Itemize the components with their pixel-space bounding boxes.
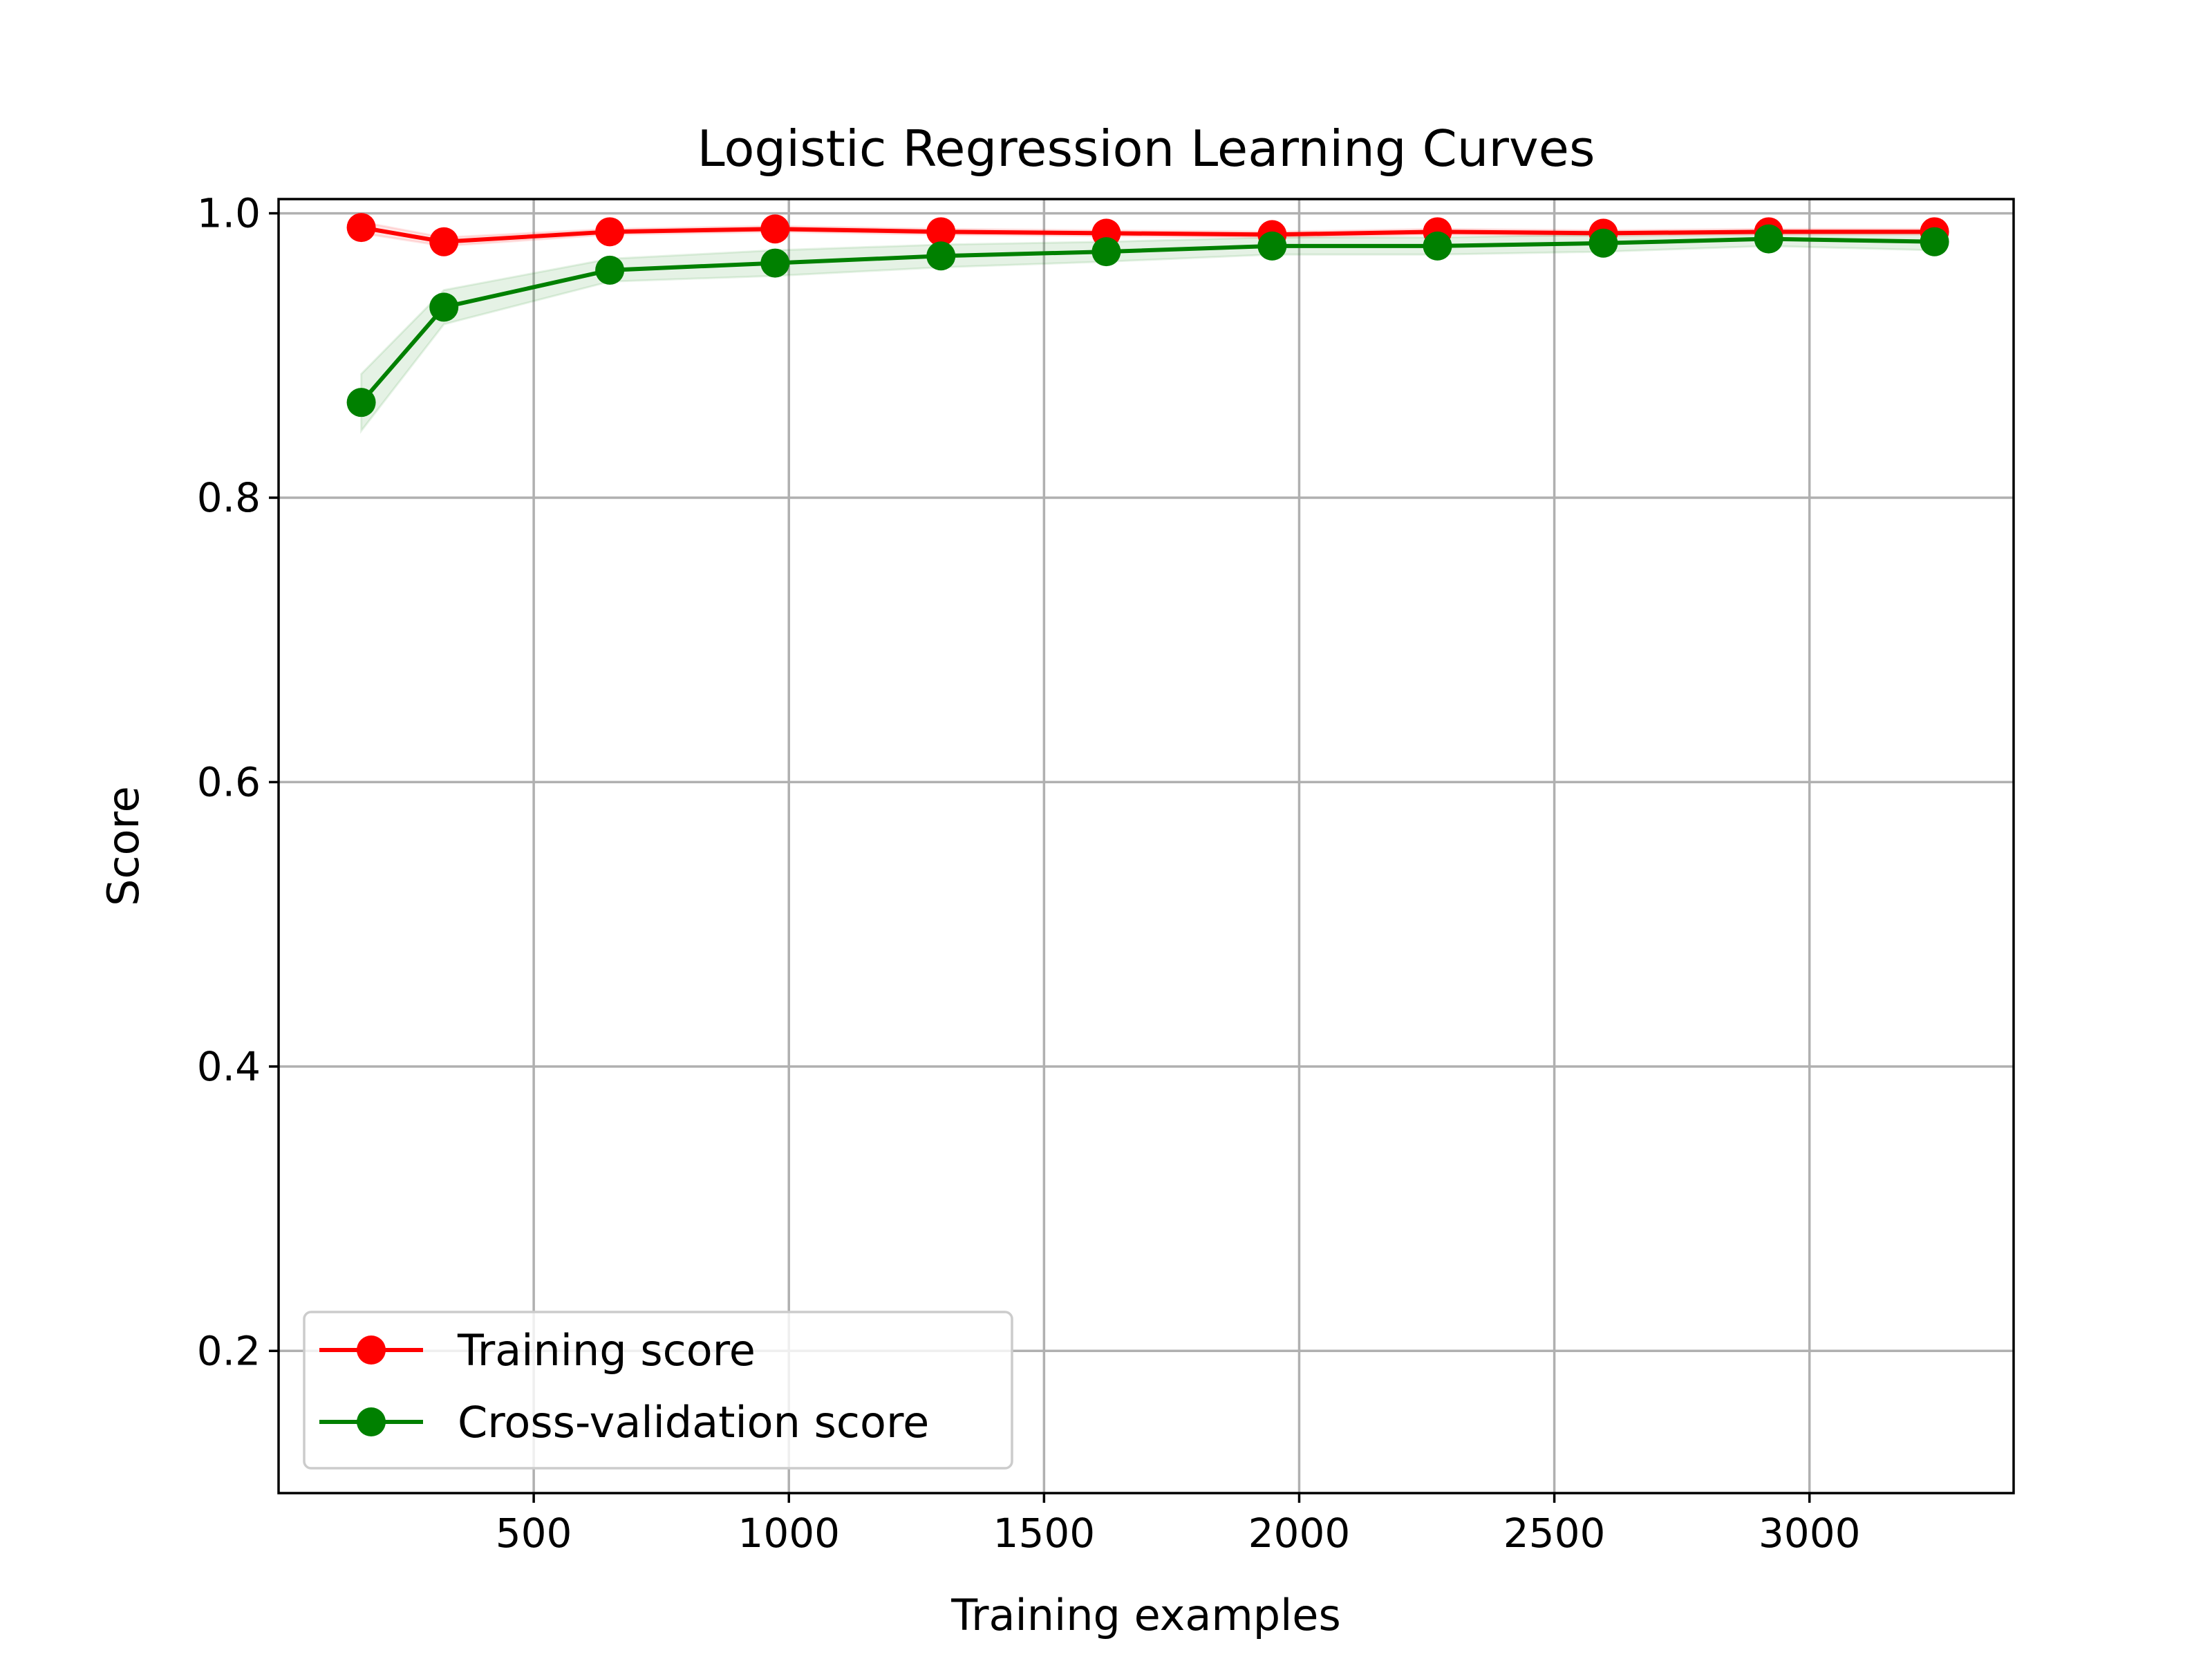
data-point	[1754, 224, 1783, 254]
chart-title: Logistic Regression Learning Curves	[697, 120, 1595, 178]
y-tick-label: 0.8	[197, 474, 261, 521]
data-point	[346, 388, 376, 418]
data-point	[1588, 228, 1618, 258]
plot-frame	[277, 198, 2015, 1494]
data-point	[346, 213, 376, 243]
x-ticks: 500 1000 1500 2000 2500 3000	[496, 1493, 1861, 1557]
y-tick-label: 1.0	[197, 190, 261, 237]
data-point	[1423, 231, 1452, 261]
data-point	[1257, 231, 1287, 261]
x-axis-label: Training examples	[950, 1590, 1341, 1640]
legend-label: Cross-validation score	[458, 1397, 929, 1447]
legend-box	[303, 1311, 1013, 1470]
x-tick-label: 500	[496, 1510, 572, 1557]
x-tick-label: 1500	[993, 1510, 1096, 1557]
y-tick-label: 0.6	[197, 758, 261, 805]
y-axis-label: Score	[98, 786, 149, 906]
x-tick-label: 2000	[1248, 1510, 1351, 1557]
data-point	[1920, 227, 1949, 256]
legend: Training score Cross-validation score	[303, 1311, 1013, 1470]
x-tick-label: 1000	[738, 1510, 840, 1557]
series-points	[346, 213, 1949, 418]
legend-swatch-marker	[357, 1335, 386, 1365]
data-point	[926, 241, 956, 271]
data-point	[595, 255, 625, 285]
grid	[279, 199, 2014, 1493]
legend-label: Training score	[457, 1325, 756, 1376]
x-tick-label: 2500	[1503, 1510, 1606, 1557]
data-point	[926, 217, 956, 247]
data-point	[429, 292, 459, 322]
data-point	[760, 214, 790, 244]
data-point	[595, 217, 625, 247]
data-point	[760, 248, 790, 278]
y-ticks: 0.2 0.4 0.6 0.8 1.0	[197, 190, 279, 1374]
data-point	[429, 227, 459, 256]
legend-swatch-marker	[357, 1407, 386, 1436]
data-point	[1091, 237, 1121, 267]
y-tick-label: 0.2	[197, 1327, 261, 1374]
y-tick-label: 0.4	[197, 1043, 261, 1090]
x-tick-label: 3000	[1759, 1510, 1861, 1557]
